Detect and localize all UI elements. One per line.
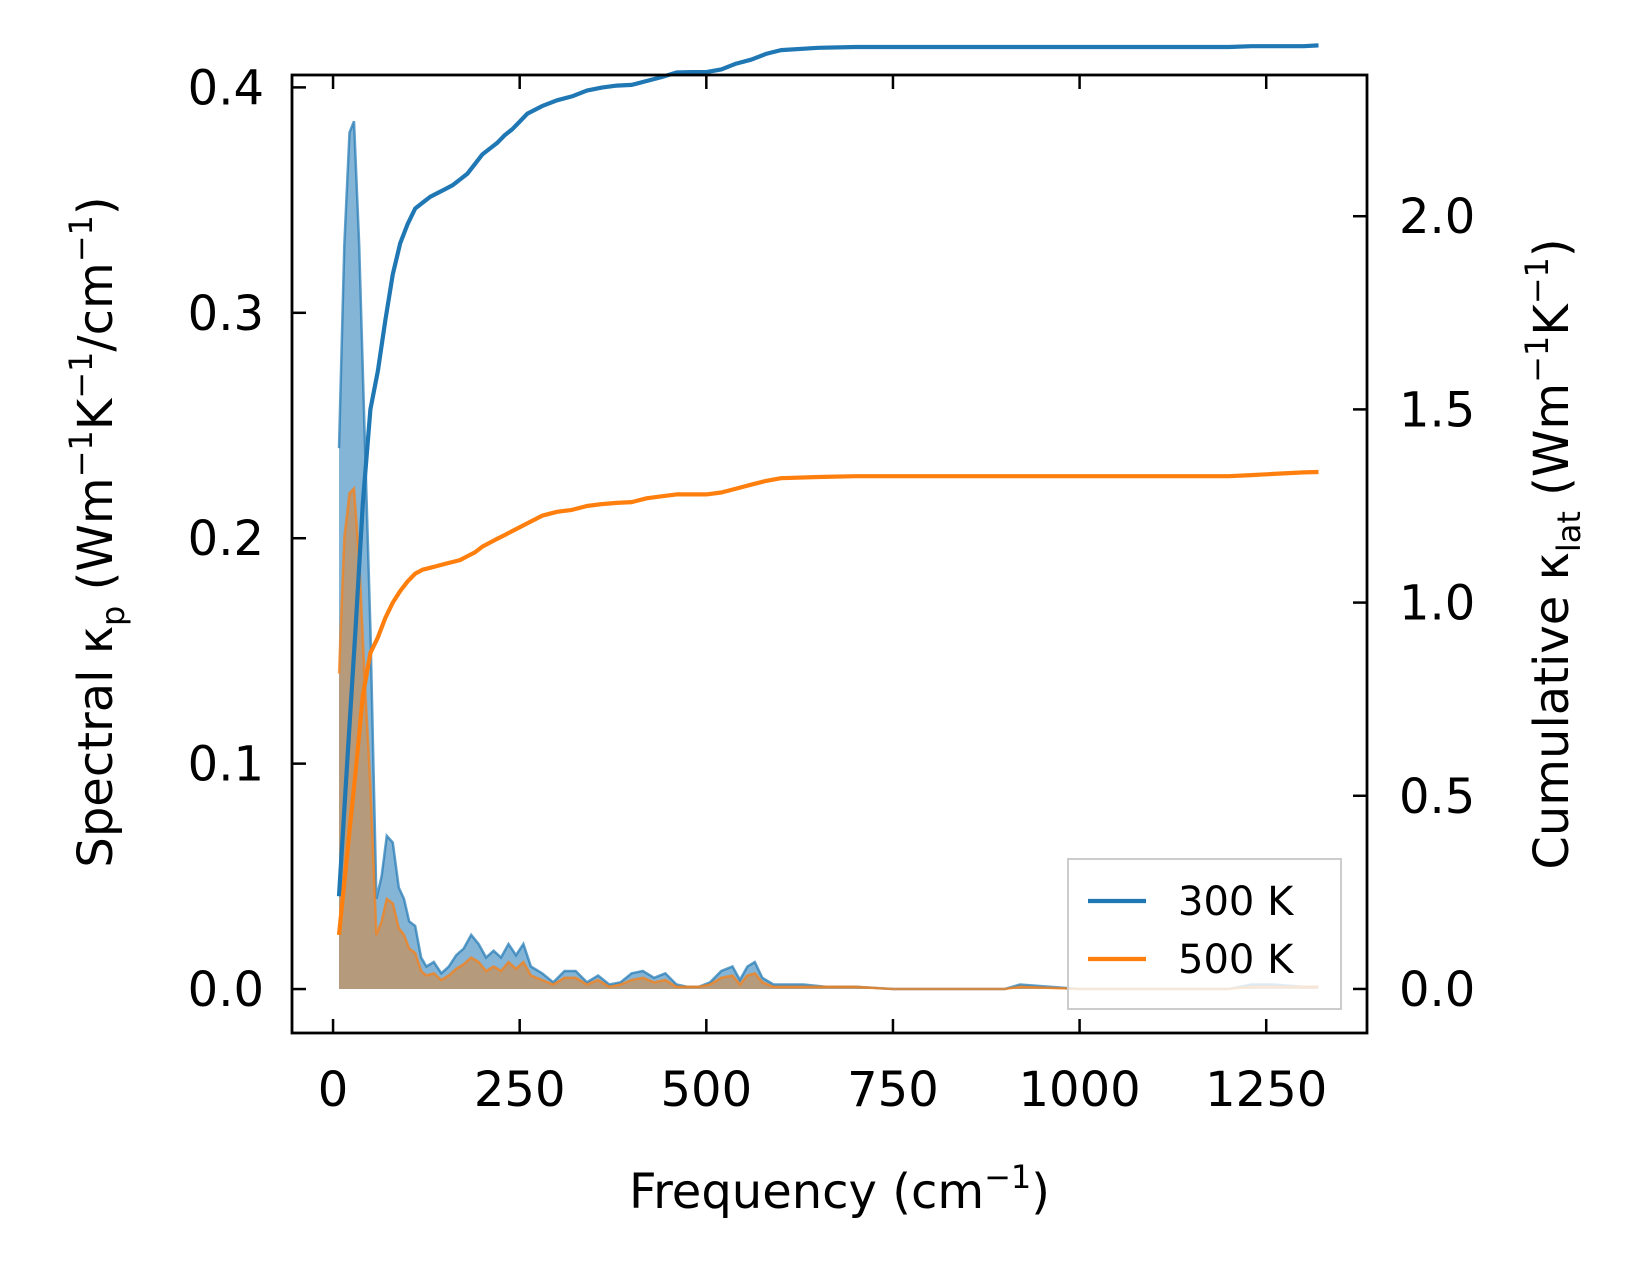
- right-y-axis-label-superscript: −1: [1518, 336, 1556, 383]
- x-axis-label: Frequency (cm−1): [629, 1158, 1050, 1220]
- x-tick-label: 1250: [1205, 1062, 1327, 1118]
- axis-ticks: 0 250 500 750 1000 1250 0.0 0.1 0.2 0.3 0.4 0.0 0.5 1…: [188, 60, 1476, 1118]
- legend-label-300k: 300 K: [1178, 879, 1295, 925]
- left-y-axis-label-superscript: −1: [62, 352, 100, 399]
- left-y-axis-label-text: Spectral κ: [68, 626, 124, 868]
- plot-frame: [290, 73, 1369, 1035]
- right-y-axis-label: Cumulative κlat (Wm−1K−1): [1518, 238, 1588, 869]
- left-y-axis-label-text: ): [68, 196, 124, 215]
- y-right-tick-label: 2.0: [1399, 189, 1475, 245]
- spectral-fills: [337, 120, 1319, 991]
- x-axis-label-superscript: −1: [984, 1158, 1031, 1196]
- y-left-tick-label: 0.1: [188, 737, 264, 793]
- y-right-tick-label: 0.5: [1399, 769, 1475, 825]
- left-y-axis-label-superscript: −1: [62, 215, 100, 262]
- x-tick-label: 0: [318, 1062, 349, 1118]
- right-y-axis-label-text: K: [1524, 303, 1580, 336]
- legend-label-500k: 500 K: [1178, 937, 1295, 983]
- left-y-axis-label-subscript: p: [94, 606, 132, 626]
- left-y-axis-label-text: /cm: [68, 262, 124, 351]
- cumulative-line-300k: [336, 43, 1319, 897]
- x-axis-label-end: ): [1031, 1164, 1050, 1220]
- left-y-axis-label-text: K: [68, 397, 124, 430]
- x-tick-label: 1000: [1019, 1062, 1141, 1118]
- right-y-axis-label-text: (Wm: [1524, 383, 1580, 511]
- left-y-axis-label: Spectral κp (Wm−1K−1/cm−1): [62, 196, 132, 867]
- y-left-tick-label: 0.0: [188, 962, 264, 1018]
- x-axis-label-text: Frequency (cm: [629, 1164, 984, 1220]
- spectral-line-500k: [337, 485, 1319, 991]
- cumulative-line-500k: [336, 469, 1319, 936]
- y-left-tick-label: 0.4: [188, 60, 264, 116]
- right-y-axis-label-text: Cumulative κ: [1524, 552, 1580, 870]
- y-left-tick-label: 0.2: [188, 511, 264, 567]
- left-y-axis-label-superscript: −1: [62, 430, 100, 477]
- right-y-axis-label-superscript: −1: [1518, 257, 1556, 304]
- x-tick-label: 750: [847, 1062, 939, 1118]
- right-y-axis-label-text: ): [1524, 238, 1580, 257]
- x-tick-label: 500: [661, 1062, 753, 1118]
- y-right-tick-label: 0.0: [1399, 962, 1475, 1018]
- y-left-tick-label: 0.3: [188, 286, 264, 342]
- cumulative-lines: [336, 43, 1319, 936]
- x-tick-label: 250: [474, 1062, 566, 1118]
- legend-box: [1067, 858, 1342, 1010]
- legend: 300 K 500 K: [1067, 858, 1342, 1010]
- left-y-axis-label-text: (Wm: [68, 477, 124, 605]
- y-right-tick-label: 1.0: [1399, 576, 1475, 632]
- y-right-tick-label: 1.5: [1399, 382, 1475, 438]
- right-y-axis-label-subscript: lat: [1550, 511, 1588, 552]
